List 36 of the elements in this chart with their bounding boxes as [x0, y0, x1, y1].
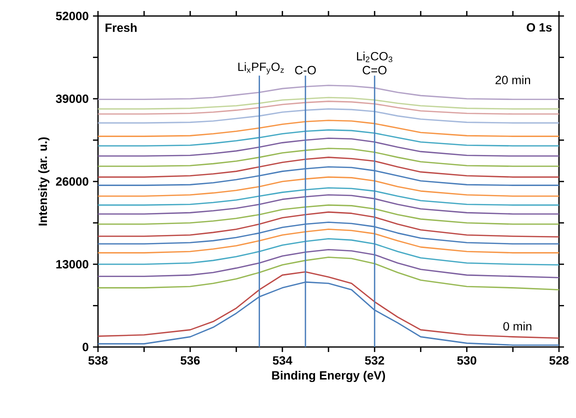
x-tick-label: 536 — [180, 356, 200, 365]
x-tick-label: 528 — [549, 356, 569, 365]
line-series — [97, 238, 560, 266]
line-series — [97, 100, 560, 115]
annotation: Fresh — [106, 23, 137, 32]
y-tick-label: 0 — [82, 342, 88, 352]
line-series — [97, 138, 560, 157]
line-series — [97, 194, 560, 215]
ref-line-label: C-O — [295, 66, 316, 74]
annotation: 20 min — [496, 76, 530, 84]
x-tick-label: 534 — [272, 356, 292, 365]
line-series — [97, 156, 560, 178]
line-series — [97, 204, 560, 225]
y-tick-label: 39000 — [56, 94, 88, 103]
x-tick-label: 530 — [457, 356, 476, 365]
line-series — [97, 228, 560, 254]
y-axis-title: Intensity (ar. u.) — [38, 137, 50, 226]
annotation: O 1s — [526, 23, 552, 32]
y-tick-label: 52000 — [56, 12, 88, 20]
line-series — [97, 84, 560, 100]
y-tick-label: 13000 — [56, 260, 88, 268]
line-series — [97, 211, 560, 238]
line-series — [97, 148, 560, 167]
line-series — [97, 108, 560, 124]
y-tick-label: 26000 — [56, 177, 88, 186]
line-series — [97, 187, 560, 206]
annotation: 0 min — [503, 322, 532, 331]
x-tick-label: 532 — [365, 356, 384, 365]
line-series — [97, 256, 560, 290]
x-tick-label: 538 — [88, 356, 108, 365]
ref-line-label: Li$_{2}$CO$_{3}$ C=O — [357, 52, 392, 74]
line-series — [97, 129, 560, 147]
x-axis-title: Binding Energy (eV) — [272, 370, 386, 382]
ref-line-label: Li$_{x}$PF$_{y}$O$_{z}$ — [238, 62, 284, 74]
line-series — [97, 176, 560, 197]
line-series — [97, 271, 560, 339]
